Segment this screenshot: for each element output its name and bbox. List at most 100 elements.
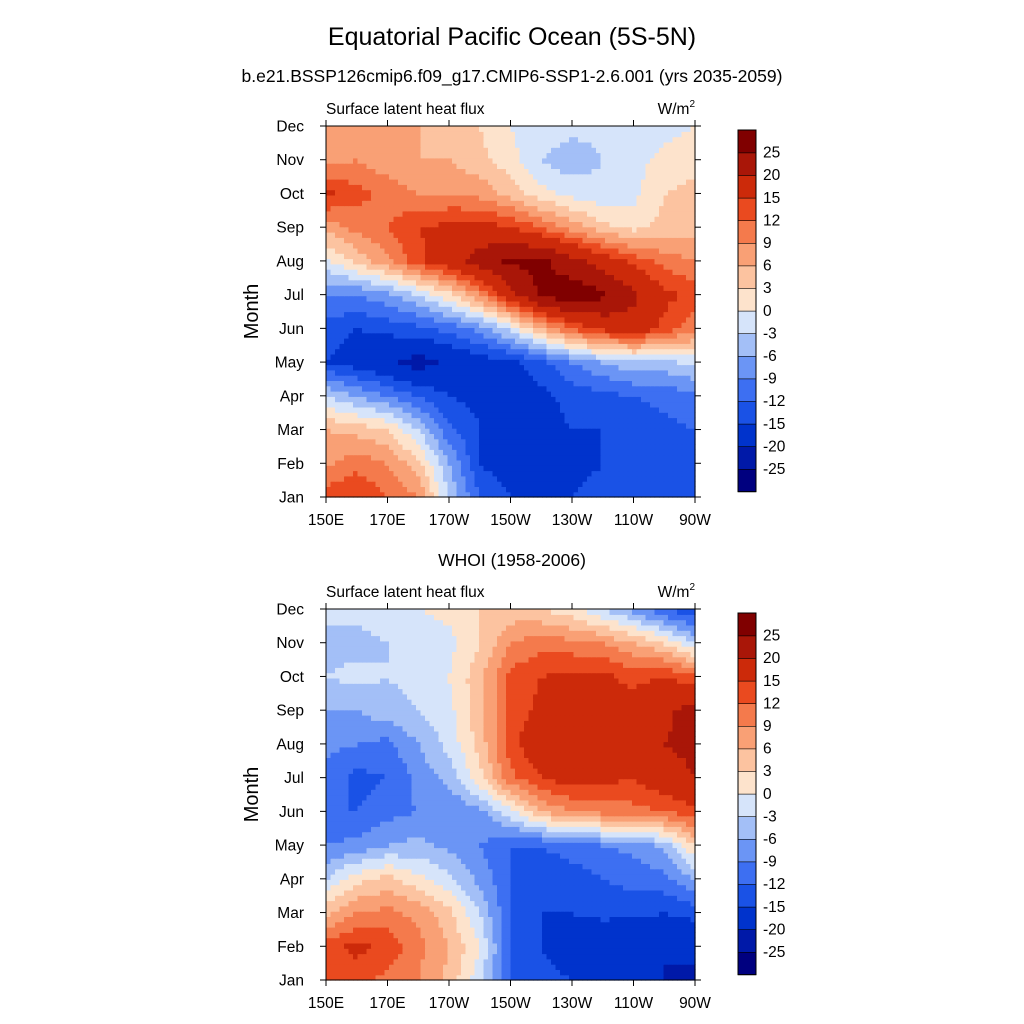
- heatmap-cell: [681, 221, 687, 228]
- heatmap-cell: [402, 306, 408, 313]
- heatmap-cell: [569, 433, 575, 440]
- heatmap-cell: [600, 279, 606, 286]
- heatmap-cell: [425, 184, 431, 191]
- heatmap-cell: [591, 300, 597, 307]
- heatmap-cell: [479, 470, 485, 477]
- heatmap-cell: [654, 322, 660, 328]
- heatmap-cell: [425, 412, 431, 419]
- heatmap-cell: [587, 412, 593, 419]
- heatmap-cell: [348, 433, 354, 440]
- heatmap-cell: [380, 417, 386, 424]
- heatmap-cell: [357, 263, 363, 270]
- heatmap-cell: [398, 237, 404, 244]
- heatmap-cell: [537, 237, 543, 244]
- heatmap-cell: [488, 295, 494, 302]
- heatmap-cell: [627, 306, 633, 313]
- heatmap-cell: [632, 205, 638, 212]
- heatmap-cell: [564, 422, 570, 429]
- heatmap-cell: [429, 300, 435, 307]
- heatmap-cell: [470, 380, 476, 387]
- heatmap-cell: [587, 194, 593, 201]
- heatmap-cell: [627, 454, 633, 461]
- heatmap-cell: [542, 486, 548, 493]
- heatmap-cell: [587, 311, 593, 318]
- heatmap-cell: [632, 444, 638, 450]
- heatmap-cell: [438, 417, 444, 424]
- heatmap-cell: [330, 380, 336, 387]
- heatmap-cell: [393, 406, 399, 413]
- heatmap-cell: [672, 274, 678, 281]
- heatmap-cell: [461, 316, 467, 323]
- heatmap-cell: [344, 322, 350, 328]
- heatmap-cell: [564, 481, 570, 487]
- heatmap-cell: [537, 253, 543, 260]
- heatmap-cell: [515, 295, 521, 302]
- heatmap-cell: [560, 491, 566, 498]
- heatmap-cell: [650, 465, 656, 472]
- heatmap-cell: [375, 459, 381, 466]
- heatmap-cell: [614, 428, 620, 434]
- heatmap-cell: [596, 465, 602, 472]
- heatmap-cell: [330, 221, 336, 228]
- heatmap-cell: [429, 179, 435, 185]
- heatmap-cell: [488, 338, 494, 344]
- heatmap-cell: [339, 316, 345, 323]
- heatmap-cell: [596, 247, 602, 254]
- heatmap-cell: [519, 327, 525, 334]
- heatmap-cell: [339, 221, 345, 228]
- heatmap-cell: [474, 316, 480, 323]
- heatmap-cell: [479, 263, 485, 270]
- heatmap-cell: [353, 274, 359, 281]
- heatmap-cell: [501, 369, 507, 376]
- heatmap-cell: [501, 401, 507, 408]
- heatmap-cell: [578, 454, 584, 461]
- heatmap-cell: [398, 459, 404, 466]
- heatmap-cell: [551, 486, 557, 493]
- heatmap-cell: [402, 385, 408, 392]
- heatmap-cell: [465, 269, 471, 275]
- heatmap-cell: [569, 226, 575, 233]
- heatmap-cell: [389, 465, 395, 472]
- heatmap-cell: [492, 359, 498, 366]
- heatmap-cell: [569, 184, 575, 191]
- heatmap-cell: [402, 232, 408, 238]
- heatmap-cell: [429, 184, 435, 191]
- heatmap-cell: [686, 486, 692, 493]
- heatmap-cell: [465, 412, 471, 419]
- heatmap-cell: [492, 391, 498, 397]
- heatmap-cell: [443, 470, 449, 477]
- heatmap-cell: [524, 481, 530, 487]
- heatmap-cell: [519, 189, 525, 196]
- heatmap-cell: [339, 391, 345, 397]
- heatmap-cell: [339, 353, 345, 360]
- heatmap-cell: [497, 343, 503, 350]
- heatmap-cell: [659, 353, 665, 360]
- heatmap-cell: [425, 428, 431, 434]
- heatmap-cell: [447, 380, 453, 387]
- heatmap-cell: [578, 332, 584, 339]
- heatmap-cell: [600, 401, 606, 408]
- heatmap-cell: [569, 364, 575, 371]
- heatmap-cell: [519, 253, 525, 260]
- heatmap-cell: [443, 311, 449, 318]
- heatmap-cell: [501, 322, 507, 328]
- heatmap-cell: [474, 173, 480, 180]
- heatmap-cell: [528, 454, 534, 461]
- heatmap-cell: [537, 343, 543, 350]
- heatmap-cell: [645, 200, 651, 207]
- heatmap-cell: [533, 428, 539, 434]
- heatmap-cell: [654, 380, 660, 387]
- heatmap-cell: [609, 486, 615, 493]
- heatmap-cell: [618, 343, 624, 350]
- heatmap-cell: [443, 391, 449, 397]
- heatmap-cell: [416, 385, 422, 392]
- heatmap-cell: [663, 237, 669, 244]
- heatmap-cell: [393, 258, 399, 265]
- heatmap-cell: [510, 380, 516, 387]
- heatmap-cell: [677, 391, 683, 397]
- heatmap-cell: [416, 237, 422, 244]
- heatmap-cell: [641, 274, 647, 281]
- heatmap-cell: [371, 263, 377, 270]
- heatmap-cell: [672, 375, 678, 381]
- heatmap-cell: [564, 375, 570, 381]
